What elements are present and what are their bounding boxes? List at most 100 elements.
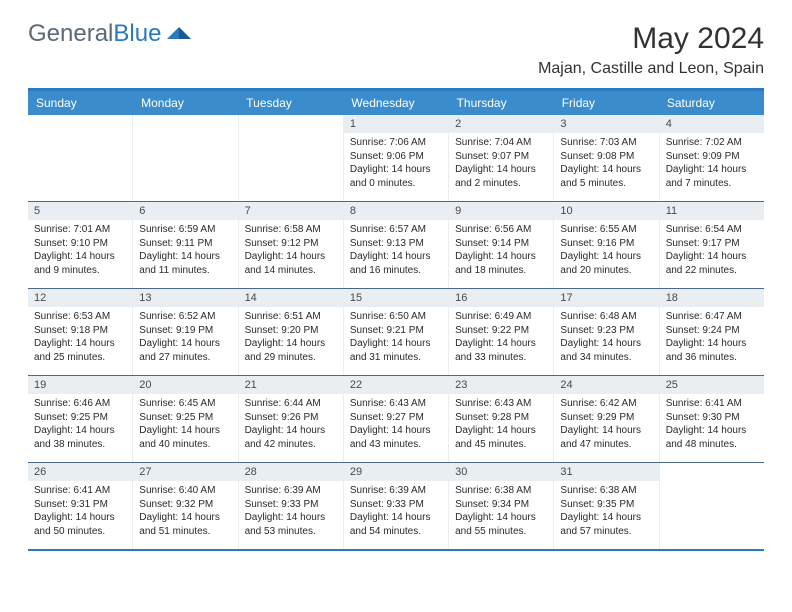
daylight-text: Daylight: 14 hours and 57 minutes. [560, 511, 652, 538]
sunrise-text: Sunrise: 6:52 AM [139, 310, 231, 324]
sunset-text: Sunset: 9:32 PM [139, 498, 231, 512]
sunset-text: Sunset: 9:14 PM [455, 237, 547, 251]
day-body: Sunrise: 7:03 AMSunset: 9:08 PMDaylight:… [554, 133, 658, 195]
day-number: 13 [133, 289, 237, 307]
sunrise-text: Sunrise: 6:43 AM [350, 397, 442, 411]
day-number: 12 [28, 289, 132, 307]
day-cell: 5Sunrise: 7:01 AMSunset: 9:10 PMDaylight… [28, 202, 133, 288]
week-row: 26Sunrise: 6:41 AMSunset: 9:31 PMDayligh… [28, 462, 764, 549]
day-number: 7 [239, 202, 343, 220]
sunset-text: Sunset: 9:16 PM [560, 237, 652, 251]
sunrise-text: Sunrise: 6:38 AM [455, 484, 547, 498]
title-block: May 2024 Majan, Castille and Leon, Spain [538, 22, 764, 78]
daylight-text: Daylight: 14 hours and 47 minutes. [560, 424, 652, 451]
day-cell: 19Sunrise: 6:46 AMSunset: 9:25 PMDayligh… [28, 376, 133, 462]
sunset-text: Sunset: 9:27 PM [350, 411, 442, 425]
daylight-text: Daylight: 14 hours and 27 minutes. [139, 337, 231, 364]
sunset-text: Sunset: 9:34 PM [455, 498, 547, 512]
day-number: 20 [133, 376, 237, 394]
daylight-text: Daylight: 14 hours and 22 minutes. [666, 250, 758, 277]
sunrise-text: Sunrise: 6:41 AM [34, 484, 126, 498]
day-body: Sunrise: 7:04 AMSunset: 9:07 PMDaylight:… [449, 133, 553, 195]
sunset-text: Sunset: 9:30 PM [666, 411, 758, 425]
day-number: 8 [344, 202, 448, 220]
day-cell: 11Sunrise: 6:54 AMSunset: 9:17 PMDayligh… [660, 202, 764, 288]
daylight-text: Daylight: 14 hours and 54 minutes. [350, 511, 442, 538]
daylight-text: Daylight: 14 hours and 16 minutes. [350, 250, 442, 277]
day-number: 23 [449, 376, 553, 394]
day-number: 27 [133, 463, 237, 481]
day-cell: 28Sunrise: 6:39 AMSunset: 9:33 PMDayligh… [239, 463, 344, 549]
sunset-text: Sunset: 9:26 PM [245, 411, 337, 425]
header: GeneralBlue May 2024 Majan, Castille and… [28, 22, 764, 78]
daylight-text: Daylight: 14 hours and 9 minutes. [34, 250, 126, 277]
sunset-text: Sunset: 9:24 PM [666, 324, 758, 338]
day-number: 9 [449, 202, 553, 220]
day-cell: 9Sunrise: 6:56 AMSunset: 9:14 PMDaylight… [449, 202, 554, 288]
sunrise-text: Sunrise: 7:02 AM [666, 136, 758, 150]
day-number: 26 [28, 463, 132, 481]
sunrise-text: Sunrise: 6:39 AM [245, 484, 337, 498]
weekday-saturday: Saturday [659, 91, 764, 115]
daylight-text: Daylight: 14 hours and 42 minutes. [245, 424, 337, 451]
brand-logo: GeneralBlue [28, 22, 193, 46]
sunrise-text: Sunrise: 6:51 AM [245, 310, 337, 324]
day-cell: 25Sunrise: 6:41 AMSunset: 9:30 PMDayligh… [660, 376, 764, 462]
daylight-text: Daylight: 14 hours and 36 minutes. [666, 337, 758, 364]
day-body: Sunrise: 6:47 AMSunset: 9:24 PMDaylight:… [660, 307, 764, 369]
day-cell: 30Sunrise: 6:38 AMSunset: 9:34 PMDayligh… [449, 463, 554, 549]
daylight-text: Daylight: 14 hours and 33 minutes. [455, 337, 547, 364]
day-number: 11 [660, 202, 764, 220]
sunset-text: Sunset: 9:19 PM [139, 324, 231, 338]
daylight-text: Daylight: 14 hours and 48 minutes. [666, 424, 758, 451]
day-cell: 15Sunrise: 6:50 AMSunset: 9:21 PMDayligh… [344, 289, 449, 375]
weekday-monday: Monday [133, 91, 238, 115]
day-number: 2 [449, 115, 553, 133]
day-body: Sunrise: 6:39 AMSunset: 9:33 PMDaylight:… [239, 481, 343, 543]
day-number: 25 [660, 376, 764, 394]
sunset-text: Sunset: 9:33 PM [245, 498, 337, 512]
weekday-thursday: Thursday [449, 91, 554, 115]
day-cell: . [660, 463, 764, 549]
calendar-page: GeneralBlue May 2024 Majan, Castille and… [0, 0, 792, 573]
day-cell: . [133, 115, 238, 201]
brand-gray: General [28, 20, 113, 47]
day-body: Sunrise: 6:56 AMSunset: 9:14 PMDaylight:… [449, 220, 553, 282]
sunset-text: Sunset: 9:06 PM [350, 150, 442, 164]
day-cell: 27Sunrise: 6:40 AMSunset: 9:32 PMDayligh… [133, 463, 238, 549]
brand-mark-icon [167, 23, 193, 46]
day-cell: 6Sunrise: 6:59 AMSunset: 9:11 PMDaylight… [133, 202, 238, 288]
day-cell: 14Sunrise: 6:51 AMSunset: 9:20 PMDayligh… [239, 289, 344, 375]
daylight-text: Daylight: 14 hours and 40 minutes. [139, 424, 231, 451]
daylight-text: Daylight: 14 hours and 31 minutes. [350, 337, 442, 364]
location: Majan, Castille and Leon, Spain [538, 60, 764, 78]
sunset-text: Sunset: 9:23 PM [560, 324, 652, 338]
day-cell: 23Sunrise: 6:43 AMSunset: 9:28 PMDayligh… [449, 376, 554, 462]
day-cell: 8Sunrise: 6:57 AMSunset: 9:13 PMDaylight… [344, 202, 449, 288]
week-row: 19Sunrise: 6:46 AMSunset: 9:25 PMDayligh… [28, 375, 764, 462]
day-body: Sunrise: 6:38 AMSunset: 9:35 PMDaylight:… [554, 481, 658, 543]
day-number: 4 [660, 115, 764, 133]
sunrise-text: Sunrise: 6:47 AM [666, 310, 758, 324]
daylight-text: Daylight: 14 hours and 29 minutes. [245, 337, 337, 364]
day-number: 28 [239, 463, 343, 481]
day-body: Sunrise: 6:43 AMSunset: 9:28 PMDaylight:… [449, 394, 553, 456]
day-number: 21 [239, 376, 343, 394]
day-number: 31 [554, 463, 658, 481]
day-cell: 20Sunrise: 6:45 AMSunset: 9:25 PMDayligh… [133, 376, 238, 462]
sunrise-text: Sunrise: 6:48 AM [560, 310, 652, 324]
day-cell: 7Sunrise: 6:58 AMSunset: 9:12 PMDaylight… [239, 202, 344, 288]
day-number: 17 [554, 289, 658, 307]
sunset-text: Sunset: 9:21 PM [350, 324, 442, 338]
sunset-text: Sunset: 9:18 PM [34, 324, 126, 338]
day-cell: 18Sunrise: 6:47 AMSunset: 9:24 PMDayligh… [660, 289, 764, 375]
day-body: Sunrise: 6:38 AMSunset: 9:34 PMDaylight:… [449, 481, 553, 543]
daylight-text: Daylight: 14 hours and 55 minutes. [455, 511, 547, 538]
day-body: Sunrise: 6:44 AMSunset: 9:26 PMDaylight:… [239, 394, 343, 456]
sunset-text: Sunset: 9:12 PM [245, 237, 337, 251]
day-cell: 2Sunrise: 7:04 AMSunset: 9:07 PMDaylight… [449, 115, 554, 201]
day-number: 19 [28, 376, 132, 394]
day-body: Sunrise: 6:41 AMSunset: 9:31 PMDaylight:… [28, 481, 132, 543]
day-number: 6 [133, 202, 237, 220]
sunset-text: Sunset: 9:10 PM [34, 237, 126, 251]
